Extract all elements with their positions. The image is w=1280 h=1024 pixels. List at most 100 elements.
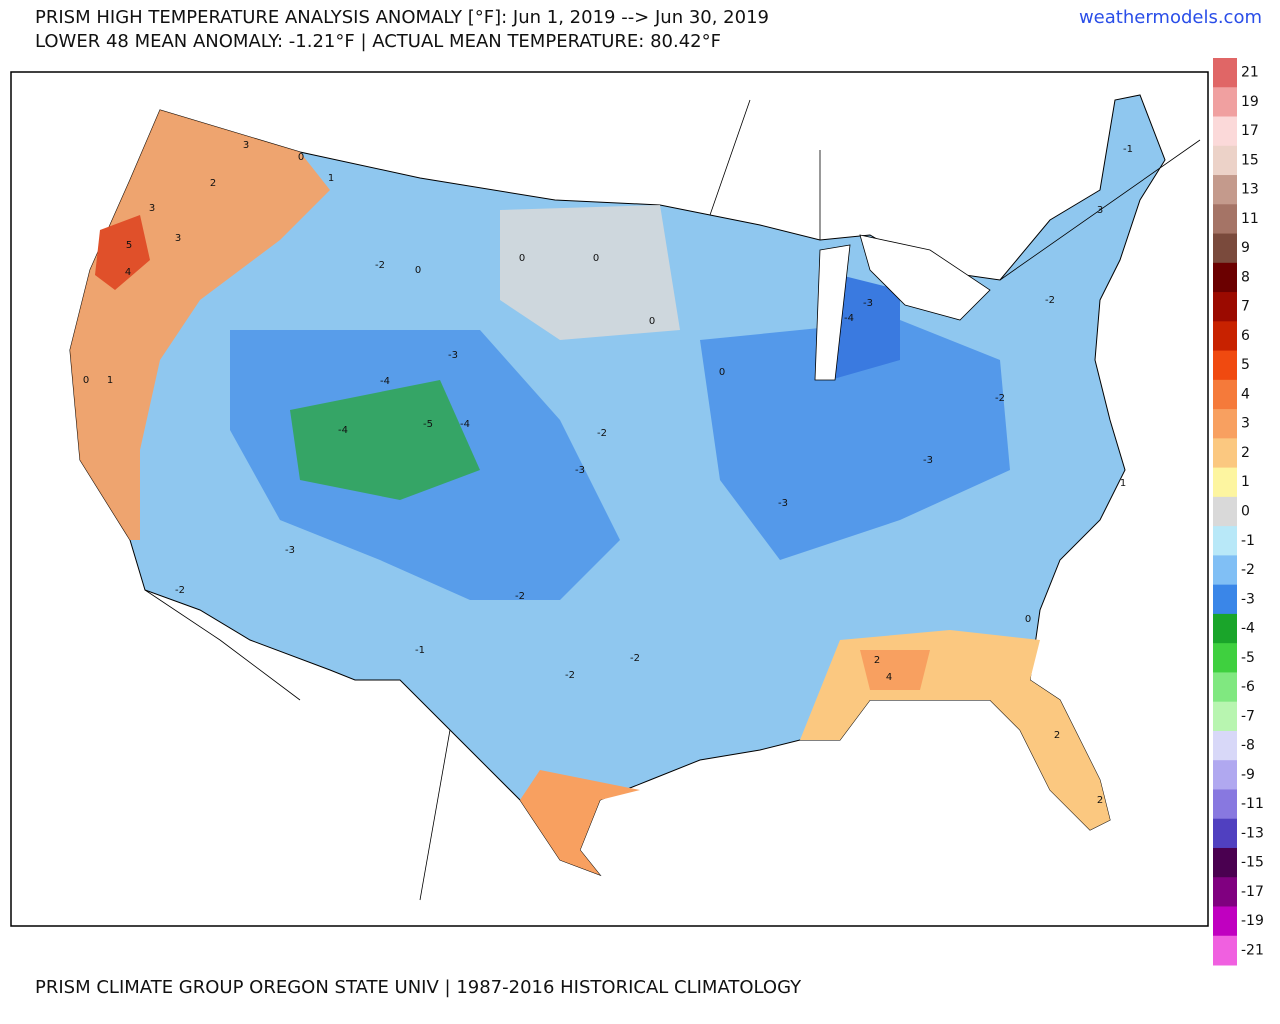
map-label: 3 [1097, 205, 1103, 216]
colorbar-label: 9 [1241, 240, 1250, 256]
map-label: 0 [83, 375, 89, 386]
colorbar-label: -15 [1241, 855, 1264, 871]
dakotas-neutral [500, 205, 680, 340]
colorbar-swatch [1213, 877, 1237, 907]
map-label: 1 [328, 173, 334, 184]
colorbar-label: 8 [1241, 269, 1250, 285]
borders [144, 99, 1201, 901]
colorbar-swatch [1213, 643, 1237, 673]
map-label: 0 [1025, 614, 1031, 625]
colorbar: 2119171513119876543210-1-2-3-4-5-6-7-8-9… [1213, 58, 1264, 966]
colorbar-swatch [1213, 379, 1237, 410]
colorbar-label: -6 [1241, 679, 1255, 695]
map-label: -4 [338, 425, 348, 436]
map-label: 1 [1120, 478, 1126, 489]
map-label: 1 [107, 375, 113, 386]
map-label: -2 [175, 585, 185, 596]
colorbar-label: 7 [1241, 299, 1250, 315]
map-label: 2 [210, 178, 216, 189]
map-label: -2 [1045, 295, 1055, 306]
colorbar-swatch [1213, 409, 1237, 439]
map-label: -2 [995, 393, 1005, 404]
map-label: 4 [125, 267, 131, 278]
map-label: 2 [874, 655, 880, 666]
alabama-warm [860, 650, 930, 690]
colorbar-label: 4 [1241, 386, 1250, 402]
map-label: 0 [415, 265, 421, 276]
colorbar-swatch [1213, 467, 1237, 498]
colorbar-label: 17 [1241, 123, 1259, 139]
map-label: -3 [923, 455, 933, 466]
midwest-cool [700, 320, 1010, 560]
colorbar-swatch [1213, 847, 1237, 878]
colorbar-swatch [1213, 204, 1237, 235]
map-label: 2 [1054, 730, 1060, 741]
map-label: -3 [575, 465, 585, 476]
map: 3 5 4 3 3 2 0 1 -2 0 -3 -4 -4 -5 -4 -3 -2 0 0 0 0 -4 -3 -3 -3 -2 -… [10, 71, 1209, 927]
colorbar-swatch [1213, 438, 1237, 469]
colorbar-label: 2 [1241, 445, 1250, 461]
subtitle: LOWER 48 MEAN ANOMALY: -1.21°F | ACTUAL … [35, 31, 721, 52]
map-label: -2 [597, 428, 607, 439]
colorbar-label: -3 [1241, 591, 1255, 607]
colorbar-label: -13 [1241, 825, 1264, 841]
colorbar-swatch [1213, 672, 1237, 703]
footer: PRISM CLIMATE GROUP OREGON STATE UNIV | … [35, 977, 802, 998]
great-lakes [814, 234, 991, 381]
colorbar-label: -11 [1241, 796, 1264, 812]
colorbar-label: 11 [1241, 211, 1259, 227]
colorbar-label: -4 [1241, 621, 1255, 637]
map-label: 0 [519, 253, 525, 264]
colorbar-swatch [1213, 613, 1237, 644]
colorbar-label: -5 [1241, 650, 1255, 666]
colorbar-label: -2 [1241, 562, 1255, 578]
colorbar-label: -7 [1241, 708, 1255, 724]
map-label: 0 [649, 316, 655, 327]
map-label: -3 [863, 298, 873, 309]
colorbar-swatch [1213, 321, 1237, 352]
map-label: -3 [778, 498, 788, 509]
colorbar-swatch [1213, 350, 1237, 381]
colorbar-label: 13 [1241, 182, 1259, 198]
colorbar-swatch [1213, 555, 1237, 586]
colorbar-label: 15 [1241, 152, 1259, 168]
map-label: 5 [126, 240, 132, 251]
title: PRISM HIGH TEMPERATURE ANALYSIS ANOMALY … [35, 7, 769, 28]
colorbar-swatch [1213, 233, 1237, 264]
colorbar-swatch [1213, 760, 1237, 790]
colorbar-label: -17 [1241, 884, 1264, 900]
colorbar-swatch [1213, 292, 1237, 322]
map-label: 0 [298, 152, 304, 163]
map-label: -4 [380, 376, 390, 387]
map-label: 2 [1097, 795, 1103, 806]
map-label: -5 [423, 419, 433, 430]
map-label: 3 [175, 233, 181, 244]
colorbar-swatch [1213, 87, 1237, 118]
map-label: -2 [565, 670, 575, 681]
map-label: -3 [285, 545, 295, 556]
colorbar-swatch [1213, 58, 1237, 88]
colorbar-label: -8 [1241, 738, 1255, 754]
colorbar-label: 21 [1241, 65, 1259, 81]
utah-colorado-cold [290, 380, 480, 500]
colorbar-swatch [1213, 116, 1237, 147]
map-label: -1 [415, 645, 425, 656]
colorbar-label: -1 [1241, 533, 1255, 549]
oregon-hot [95, 215, 150, 290]
colorbar-label: 1 [1241, 474, 1250, 490]
map-label: 3 [243, 140, 249, 151]
colorbar-label: 19 [1241, 94, 1259, 110]
colorbar-swatch [1213, 818, 1237, 849]
colorbar-label: -19 [1241, 913, 1264, 929]
map-label: -4 [460, 419, 470, 430]
colorbar-label: 3 [1241, 416, 1250, 432]
map-labels: 3 5 4 3 3 2 0 1 -2 0 -3 -4 -4 -5 -4 -3 -2 0 0 0 0 -4 -3 -3 -3 -2 -… [83, 140, 1133, 806]
colorbar-swatch [1213, 262, 1237, 293]
colorbar-swatch [1213, 701, 1237, 732]
colorbar-swatch [1213, 906, 1237, 937]
map-label: 3 [149, 203, 155, 214]
map-label: -2 [630, 653, 640, 664]
colorbar-swatch [1213, 730, 1237, 761]
map-label: -4 [844, 313, 854, 324]
